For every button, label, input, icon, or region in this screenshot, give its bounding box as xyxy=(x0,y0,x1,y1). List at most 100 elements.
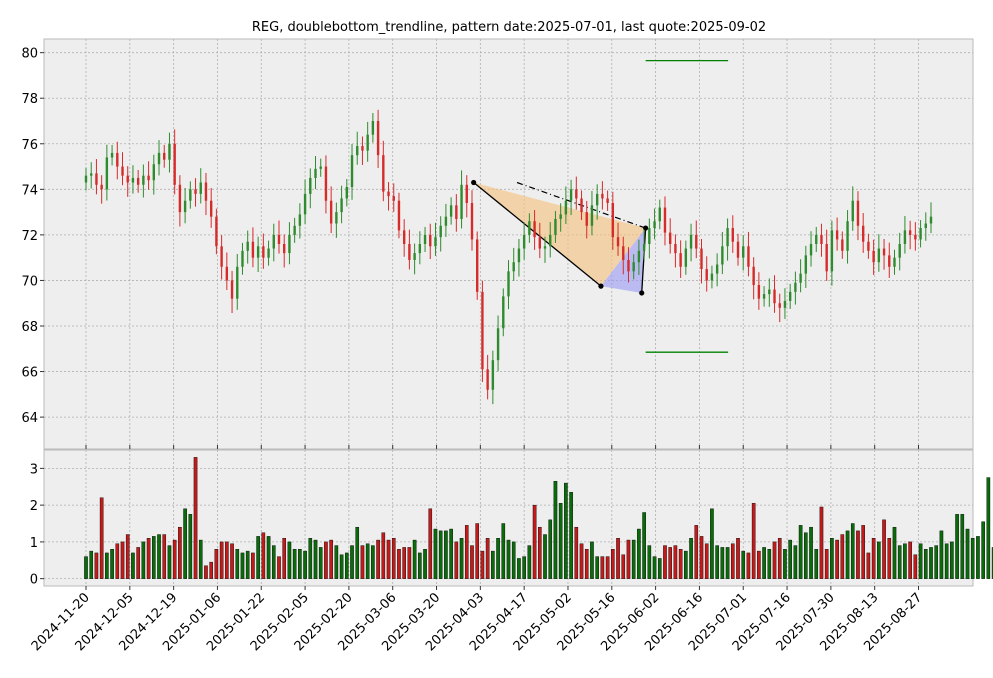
volume-bar xyxy=(412,539,417,579)
candle-body xyxy=(773,289,776,304)
volume-bar xyxy=(819,506,824,579)
candle-body xyxy=(157,152,161,165)
volume-bar xyxy=(303,550,307,579)
volume-bar xyxy=(715,545,719,579)
candle-body xyxy=(309,177,312,194)
candle-body xyxy=(601,193,604,199)
candle-body xyxy=(903,230,907,244)
candle-body xyxy=(908,230,912,235)
volume-bar xyxy=(162,534,167,579)
candle-body xyxy=(236,266,239,299)
candle-body xyxy=(293,225,296,235)
candle-body xyxy=(418,244,422,254)
volume-bar xyxy=(548,519,553,579)
candle-body xyxy=(528,221,531,235)
volume-bar xyxy=(120,541,125,579)
candle-body xyxy=(215,216,218,247)
candlesticks xyxy=(84,109,933,405)
candle-body xyxy=(820,234,823,244)
volume-bar xyxy=(418,552,422,579)
volume-bar xyxy=(152,536,156,579)
volume-bar xyxy=(277,556,281,579)
volume-bar xyxy=(903,543,907,579)
candle-body xyxy=(136,177,140,185)
volume-bar xyxy=(965,528,970,579)
candle-body xyxy=(116,152,119,167)
candle-body xyxy=(653,221,656,229)
candle-body xyxy=(183,200,187,213)
price-tick-label: 74 xyxy=(21,183,38,198)
candle-body xyxy=(569,189,573,201)
volume-bar xyxy=(339,554,344,579)
volume-bar xyxy=(788,539,792,579)
candle-body xyxy=(882,248,886,256)
volume-bar xyxy=(699,536,704,579)
volume-bar xyxy=(423,549,427,579)
volume-bar xyxy=(136,547,140,579)
volume-bar xyxy=(814,549,819,579)
candle-body xyxy=(131,177,135,183)
candle-body xyxy=(189,189,192,201)
candle-body xyxy=(689,234,693,249)
volume-bar xyxy=(178,526,182,579)
volume-bar xyxy=(256,536,260,579)
candle-body xyxy=(382,155,385,192)
price-tick-label: 66 xyxy=(21,366,38,381)
candle-body xyxy=(408,244,411,260)
volume-bar xyxy=(125,534,130,579)
candle-body xyxy=(794,282,797,292)
volume-bar xyxy=(553,481,558,579)
volume-bar xyxy=(939,530,944,579)
volume-bar xyxy=(454,541,459,579)
candle-body xyxy=(668,232,672,244)
volume-bar xyxy=(219,541,224,579)
volume-bar xyxy=(736,538,740,579)
candle-body xyxy=(898,244,901,258)
volume-bar xyxy=(235,549,240,579)
candle-body xyxy=(147,175,150,181)
volume-bar xyxy=(271,545,276,579)
volume-bar xyxy=(986,477,991,579)
volume-bar xyxy=(668,547,672,579)
pivot-point xyxy=(598,283,604,289)
candle-body xyxy=(350,155,354,188)
candle-body xyxy=(476,239,479,292)
volume-bar xyxy=(141,541,146,579)
candle-body xyxy=(768,289,771,295)
candle-body xyxy=(888,255,891,267)
candle-body xyxy=(585,212,588,226)
candle-body xyxy=(283,244,286,254)
candle-body xyxy=(658,207,661,222)
candle-body xyxy=(507,271,510,297)
candle-body xyxy=(575,189,578,199)
volume-bar xyxy=(313,539,318,579)
volume-bar xyxy=(282,538,287,579)
volume-bar xyxy=(225,541,229,579)
volume-bar xyxy=(783,549,787,579)
volume-bar xyxy=(511,541,516,579)
volume-bar xyxy=(631,539,636,579)
candle-body xyxy=(554,218,557,235)
candle-body xyxy=(622,246,625,260)
candle-body xyxy=(449,205,453,217)
candle-body xyxy=(481,291,484,370)
candle-body xyxy=(815,234,818,244)
volume-bar xyxy=(438,530,443,579)
candle-body xyxy=(595,193,599,206)
volume-bar xyxy=(730,543,735,579)
candle-body xyxy=(225,266,229,281)
volume-bar xyxy=(830,538,834,579)
candle-body xyxy=(924,223,927,229)
volume-bar xyxy=(725,547,730,579)
candle-body xyxy=(736,241,740,258)
volume-bar xyxy=(720,547,725,579)
volume-bar xyxy=(558,503,563,579)
candle-body xyxy=(684,248,688,267)
volume-bar xyxy=(89,550,94,579)
candle-body xyxy=(835,230,839,240)
volume-bar xyxy=(611,549,615,579)
candle-body xyxy=(371,121,375,135)
volume-bar xyxy=(835,539,839,579)
volume-bar xyxy=(204,565,208,579)
candle-body xyxy=(251,241,255,258)
